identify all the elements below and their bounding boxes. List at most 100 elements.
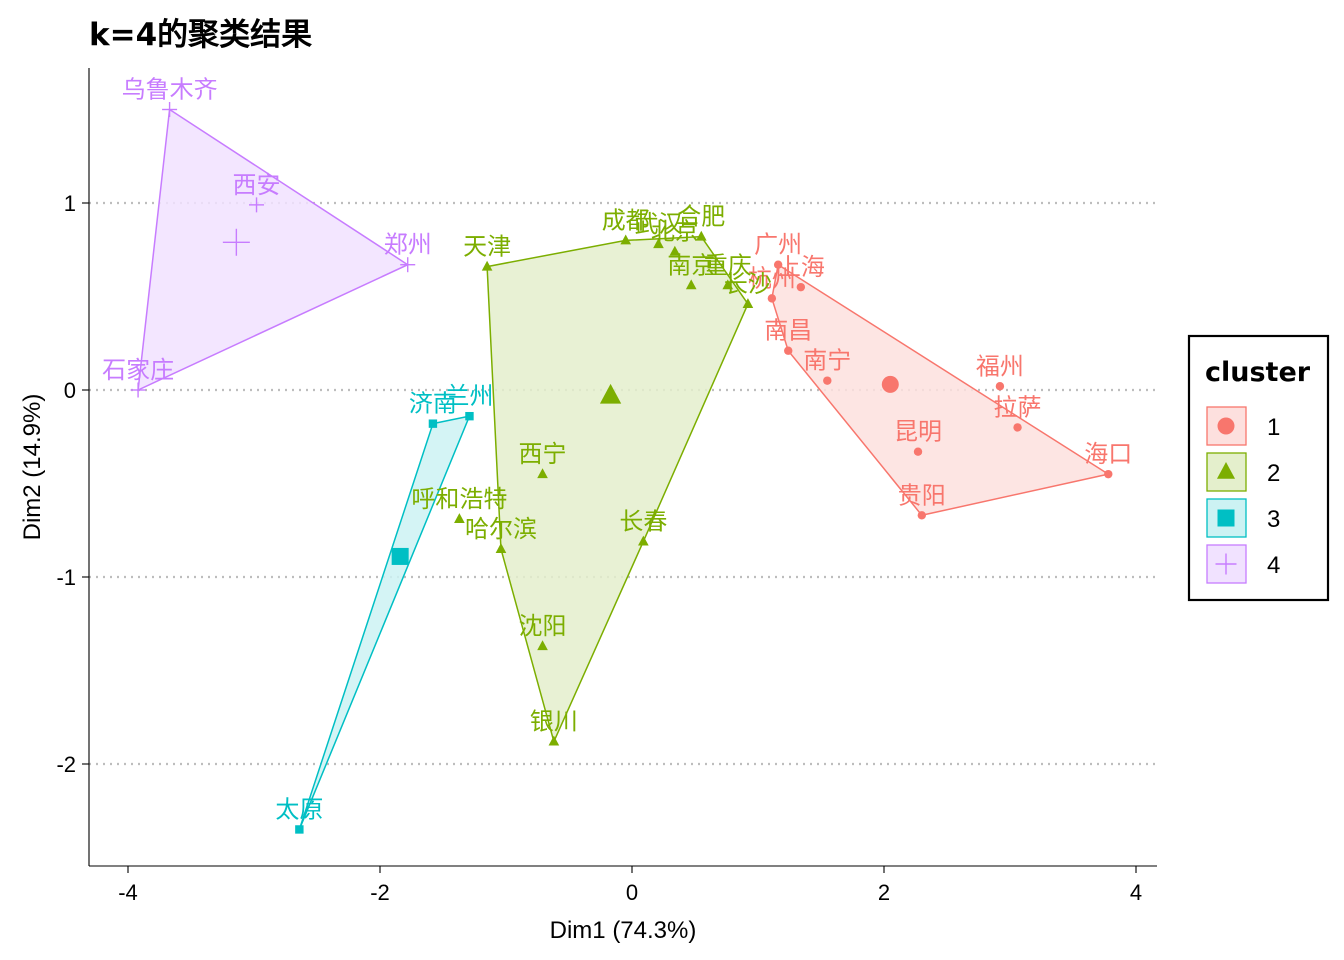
point-label-济南: 济南 (409, 390, 457, 418)
cluster-3-centroid (391, 547, 409, 565)
point-label-拉萨: 拉萨 (994, 393, 1042, 421)
point-拉萨 (1013, 423, 1022, 432)
point-郑州 (400, 257, 416, 273)
legend-title: cluster (1205, 357, 1311, 388)
y-tick-label: -2 (56, 752, 76, 777)
point-广州 (773, 260, 783, 269)
point-label-乌鲁木齐: 乌鲁木齐 (122, 76, 218, 104)
axis-ticks: -4 -2 0 2 4 1 0 -1 -2 (56, 191, 1142, 905)
point-label-福州: 福州 (976, 352, 1024, 380)
point-label-武汉: 武汉 (634, 210, 682, 238)
cluster-hulls (137, 108, 1111, 830)
point-label-上海: 上海 (777, 253, 825, 281)
y-axis-title: Dim2 (14.9%) (19, 394, 46, 541)
cluster-2-hull (486, 235, 749, 744)
point-重庆 (722, 279, 734, 290)
point-长沙 (742, 298, 754, 308)
legend-symbol-3 (1217, 509, 1235, 527)
point-济南 (428, 419, 438, 428)
point-label-石家庄: 石家庄 (102, 356, 174, 384)
legend-item-3: 3 (1206, 498, 1280, 538)
legend-items: 1 2 3 4 (1206, 406, 1280, 584)
cluster-4-centroid (222, 228, 250, 256)
point-label-哈尔滨: 哈尔滨 (465, 515, 537, 543)
point-武汉 (653, 238, 664, 249)
point-label-太原: 太原 (275, 795, 323, 823)
point-label-南昌: 南昌 (764, 317, 812, 345)
legend: cluster 1 2 3 4 (1187, 334, 1330, 602)
point-label-长沙: 长沙 (724, 270, 772, 298)
point-兰州 (465, 411, 474, 421)
point-label-合肥: 合肥 (677, 203, 725, 231)
legend-label-4: 4 (1267, 552, 1280, 579)
point-label-杭州: 杭州 (748, 264, 796, 292)
y-tick-label: 0 (64, 378, 76, 403)
legend-label-3: 3 (1267, 506, 1280, 533)
point-label-南宁: 南宁 (803, 347, 851, 375)
legend-symbol-1 (1217, 417, 1235, 435)
point-label-南京: 南京 (667, 251, 715, 279)
legend-label-2: 2 (1267, 460, 1280, 487)
legend-label-1: 1 (1267, 414, 1280, 441)
point-label-银川: 银川 (530, 708, 578, 736)
legend-symbol-2 (1216, 461, 1236, 479)
point-南京 (685, 279, 697, 290)
cluster-1-centroid (881, 375, 899, 393)
x-tick-label: -4 (118, 880, 138, 905)
point-label-北京: 北京 (651, 218, 699, 246)
x-tick-label: 0 (626, 880, 638, 905)
point-福州 (995, 382, 1005, 391)
point-西安 (249, 197, 265, 213)
cluster-4-hull (137, 108, 410, 392)
y-tick-label: -1 (56, 565, 76, 590)
point-南宁 (823, 376, 832, 385)
cluster-2-centroid (599, 383, 622, 404)
point-长春 (638, 535, 649, 546)
chart-title: k=4的聚类结果 (89, 17, 312, 53)
point-南昌 (784, 346, 793, 355)
cluster-1-hull (771, 263, 1111, 517)
legend-item-2: 2 (1206, 452, 1280, 492)
point-呼和浩特 (454, 513, 465, 524)
point-天津 (481, 260, 493, 271)
legend-symbol-4 (1215, 553, 1237, 575)
cluster-3-hull (298, 415, 471, 830)
point-成都 (620, 234, 632, 245)
point-贵阳 (917, 511, 926, 520)
point-label-兰州: 兰州 (445, 382, 493, 410)
point-label-呼和浩特: 呼和浩特 (411, 485, 507, 513)
y-tick-label: 1 (64, 191, 76, 216)
point-上海 (796, 282, 806, 292)
point-label-重庆: 重庆 (704, 251, 752, 279)
point-label-成都: 成都 (602, 206, 650, 234)
legend-item-4: 4 (1206, 544, 1280, 584)
point-label-贵阳: 贵阳 (898, 481, 946, 509)
point-label-长春: 长春 (619, 507, 667, 535)
point-银川 (548, 735, 560, 746)
point-海口 (1104, 469, 1113, 479)
point-太原 (295, 825, 304, 834)
point-石家庄 (130, 382, 146, 398)
point-label-郑州: 郑州 (384, 231, 432, 259)
point-label-沈阳: 沈阳 (519, 612, 567, 640)
point-沈阳 (537, 640, 548, 651)
x-tick-label: -2 (370, 880, 390, 905)
point-乌鲁木齐 (162, 102, 178, 117)
point-合肥 (695, 230, 707, 241)
point-label-广州: 广州 (754, 231, 802, 259)
point-北京 (669, 245, 681, 256)
x-tick-label: 2 (878, 880, 890, 905)
x-axis-title: Dim1 (74.3%) (550, 917, 697, 944)
point-昆明 (913, 447, 923, 456)
x-tick-label: 4 (1130, 880, 1142, 905)
data-points (130, 102, 1113, 834)
point-label-海口: 海口 (1084, 440, 1132, 468)
point-杭州 (767, 294, 777, 303)
point-label-天津: 天津 (463, 233, 511, 261)
axes (88, 68, 1157, 867)
point-西宁 (537, 468, 548, 479)
point-label-昆明: 昆明 (894, 418, 942, 446)
point-哈尔滨 (495, 543, 507, 553)
point-label-西宁: 西宁 (519, 440, 567, 468)
